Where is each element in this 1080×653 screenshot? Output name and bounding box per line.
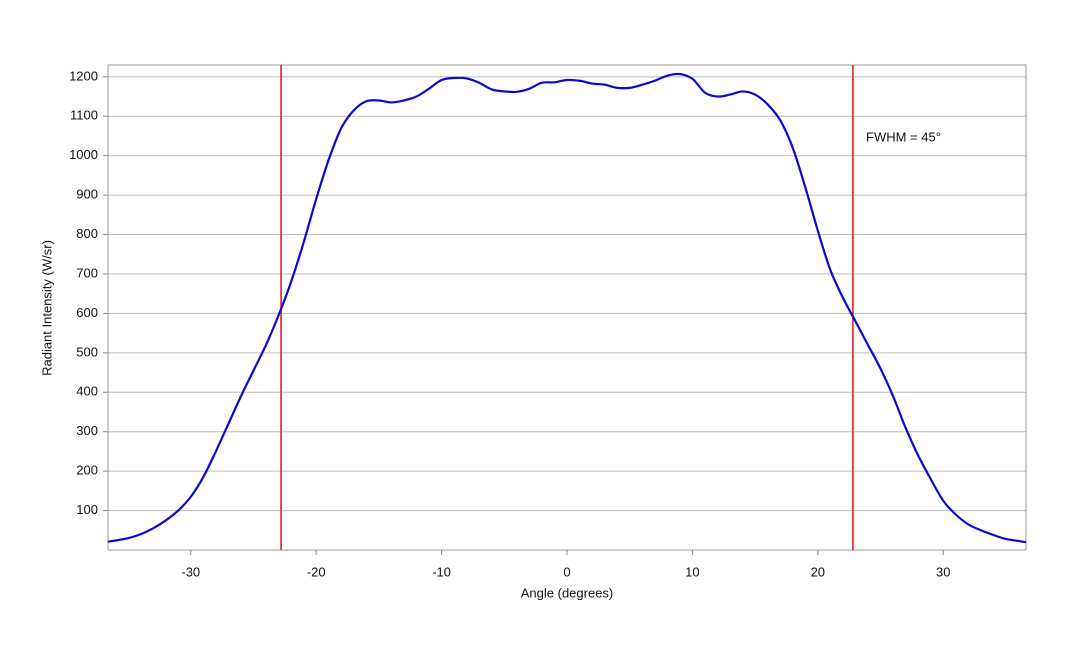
y-tick-label: 100 [76,502,98,517]
x-tick-label: 0 [563,564,570,579]
plot-frame [107,64,1027,551]
y-tick-label: 500 [76,344,98,359]
x-tick-label: 20 [811,564,825,579]
data-line [107,72,1027,544]
x-tick-label: -30 [181,564,200,579]
y-tick-label: 1000 [69,147,98,162]
y-tick-label: 1200 [69,68,98,83]
y-tick-label: 200 [76,463,98,478]
x-tick-label: -20 [307,564,326,579]
y-tick-label: 400 [76,384,98,399]
y-axis-label: Radiant Intensity (W/sr) [39,240,54,376]
x-tick-label: 30 [936,564,950,579]
x-tick-label: -10 [432,564,451,579]
y-tick-label: 800 [76,226,98,241]
x-axis-label: Angle (degrees) [521,585,614,600]
y-tick-label: 900 [76,187,98,202]
annotation: FWHM = 45° [866,129,941,144]
y-tick-label: 1100 [70,108,98,123]
y-tick-label: 600 [76,305,98,320]
y-tick-label: 300 [76,423,98,438]
y-tick-label: 700 [76,265,98,280]
x-tick-label: 10 [685,564,699,579]
